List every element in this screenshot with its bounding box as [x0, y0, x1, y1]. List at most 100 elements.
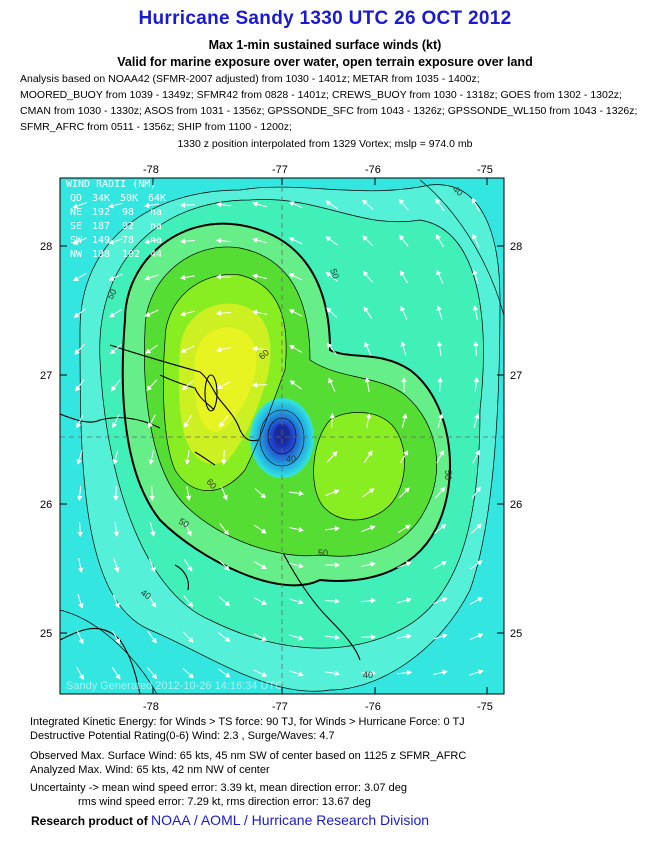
wind-arrow-head: [367, 450, 373, 457]
wind-radii-table: WIND RADII (NM) QD 34K 50K 64K NE 192 98…: [66, 179, 166, 260]
wind-arrow-head: [215, 274, 222, 280]
wind-arrow-head: [325, 236, 332, 242]
wind-radii-cell: 34K: [92, 193, 110, 204]
wind-arrow-head: [370, 670, 377, 676]
wind-radii-cell: na: [150, 207, 162, 218]
wind-arrow-head: [325, 271, 332, 278]
wind-arrow-head: [474, 413, 480, 419]
wind-arrow-head: [288, 237, 295, 243]
wind-arrow-head: [298, 563, 304, 569]
wind-arrow-head: [224, 600, 231, 607]
lon-tick-label: -75: [477, 164, 493, 176]
wind-arrow-head: [113, 495, 119, 502]
wind-radii-cell: na: [150, 235, 162, 246]
wind-arrow-head: [115, 638, 120, 644]
wind-arrow-head: [109, 312, 115, 318]
lon-tick-label: -76: [365, 701, 381, 713]
wind-arrow-head: [183, 422, 189, 428]
wind-arrow-head: [252, 201, 258, 207]
wind-radii-cell: 98: [122, 207, 134, 218]
wind-arrow-head: [180, 311, 186, 317]
wind-arrow-head: [186, 530, 192, 537]
wind-radii-cell: 64K: [148, 193, 166, 204]
wind-arrow-head: [108, 239, 115, 245]
map-title: Hurricane Sandy 1330 UTC 26 OCT 2012: [138, 8, 512, 29]
lat-tick-label: 25: [510, 628, 522, 640]
wind-arrow-head: [473, 340, 479, 347]
wind-arrow-head: [288, 309, 295, 315]
tick-marks: [60, 178, 504, 694]
wind-arrow-head: [180, 347, 187, 353]
uncertainty-line: Uncertainty -> mean wind speed error: 3.…: [30, 782, 407, 794]
contour-lines: [60, 179, 504, 694]
wind-arrow-head: [442, 669, 448, 676]
contour-label: 50: [318, 548, 328, 558]
wind-arrow-head: [144, 275, 151, 281]
wind-arrow-head: [472, 233, 478, 240]
wind-arrow-head: [144, 311, 151, 317]
wind-arrow-head: [115, 673, 121, 680]
wind-arrow-head: [252, 309, 258, 316]
wind-arrow-head: [441, 597, 448, 603]
analysis-line: MOORED_BUOY from 1039 - 1349z; SFMR42 fr…: [20, 89, 622, 101]
wind-arrow-head: [109, 348, 116, 355]
wind-arrow-head: [146, 385, 152, 391]
wind-arrow-head: [108, 275, 115, 281]
wind-arrow-head: [405, 561, 412, 567]
wind-arrow-head: [362, 235, 368, 241]
wind-arrow-head: [114, 602, 120, 609]
analysis-line: Analysis based on NOAA42 (SFMR-2007 adju…: [20, 73, 480, 85]
position-note: 1330 z position interpolated from 1329 V…: [177, 138, 473, 150]
wind-arrow-head: [400, 341, 406, 347]
wind-arrow-head: [298, 599, 304, 605]
wind-arrow-head: [325, 200, 331, 206]
wind-arrow-head: [179, 202, 185, 208]
observed-max-line: Observed Max. Surface Wind: 65 kts, 45 n…: [30, 750, 467, 762]
wind-arrow-head: [148, 422, 153, 429]
wind-arrow-head: [363, 306, 369, 313]
wind-arrow-head: [472, 305, 479, 311]
generated-watermark: Sandy Generated 2012-10-26 14:16:34 UTC: [66, 680, 283, 692]
wind-arrow-head: [362, 270, 369, 277]
wind-arrow-head: [326, 342, 333, 349]
wind-arrow-head: [185, 495, 192, 501]
wind-arrow-head: [78, 638, 84, 645]
axis-labels: -78 -77 -76 -75 -78 -77 -76 -75 28 27 26…: [40, 164, 522, 713]
analyzed-max-line: Analyzed Max. Wind: 65 kts, 42 nm NW of …: [30, 764, 270, 776]
wind-arrow-head: [329, 412, 335, 419]
wind-radii-cell: NE: [70, 207, 82, 218]
wind-arrow-head: [216, 383, 223, 389]
wind-arrow-head: [222, 494, 228, 501]
map-subtitle: Max 1-min sustained surface winds (kt): [208, 38, 442, 52]
lon-tick-label: -76: [365, 164, 381, 176]
wind-arrow-head: [151, 673, 158, 680]
wind-arrow-head: [405, 524, 411, 530]
hrd-link[interactable]: NOAA / AOML / Hurricane Research Divisio…: [151, 812, 430, 828]
rms-error-line: rms wind speed error: 7.29 kt, rms direc…: [78, 796, 371, 808]
wind-vectors: [72, 198, 484, 681]
wind-arrow-head: [73, 276, 79, 282]
wind-arrow-head: [221, 459, 227, 466]
lon-tick-label: -77: [272, 164, 288, 176]
wind-arrow-head: [75, 385, 81, 392]
contour-label: 40: [451, 184, 465, 198]
wind-arrow-head: [215, 310, 222, 316]
wind-arrow-head: [188, 673, 194, 679]
wind-arrow-head: [439, 486, 446, 493]
wind-radii-cell: 50K: [120, 193, 138, 204]
lat-tick-label: 27: [510, 370, 522, 382]
wind-arrow-head: [335, 562, 341, 568]
wind-arrow-head: [288, 273, 295, 279]
wind-arrow-head: [406, 633, 412, 640]
wind-arrow-head: [187, 566, 193, 572]
wind-arrow-head: [180, 274, 186, 281]
wind-arrow-head: [78, 602, 84, 609]
wind-arrow-head: [181, 384, 188, 391]
wind-arrow-head: [224, 636, 231, 642]
wind-arrow-head: [224, 672, 231, 678]
wind-arrow-head: [72, 239, 79, 245]
wind-arrow-head: [179, 238, 186, 245]
wind-arrow-head: [184, 459, 191, 465]
wind-arrow-head: [477, 669, 484, 675]
wind-arrow-head: [144, 238, 150, 245]
